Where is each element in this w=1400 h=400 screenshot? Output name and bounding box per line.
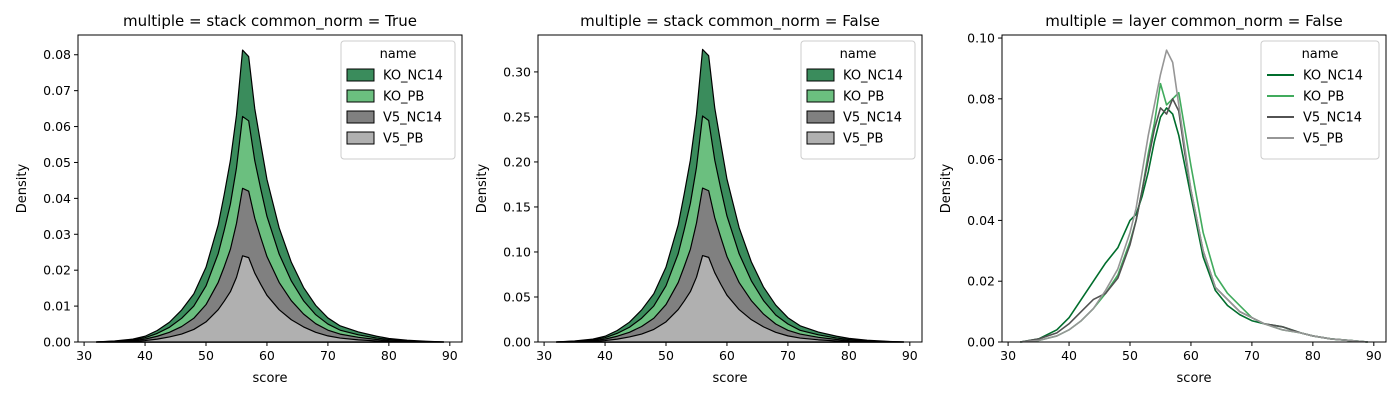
legend-swatch <box>806 68 835 82</box>
y-tick-label: 0.08 <box>967 91 995 106</box>
legend-entry: V5_PB <box>383 132 423 147</box>
x-axis-label: score <box>253 371 288 386</box>
x-tick-label: 30 <box>536 348 552 363</box>
x-tick-label: 50 <box>658 348 674 363</box>
x-tick-label: 70 <box>320 348 336 363</box>
x-tick-label: 80 <box>841 348 857 363</box>
chart-title: multiple = stack common_norm = False <box>580 12 880 31</box>
y-tick-label: 0.25 <box>503 109 531 124</box>
legend-entry: V5_NC14 <box>843 111 902 126</box>
legend-entry: V5_PB <box>1303 132 1343 147</box>
legend-swatch <box>806 89 835 103</box>
chart-title: multiple = layer common_norm = False <box>1045 12 1343 31</box>
chart-title: multiple = stack common_norm = True <box>123 12 417 31</box>
chart-panel-3: 30 40 50 60 70 80 90 0.00 0.02 0.04 0.06 0.08 0.10 mu… <box>939 12 1387 386</box>
legend-title: name <box>380 47 417 62</box>
y-tick-label: 0.00 <box>503 335 531 350</box>
legend-title: name <box>1302 47 1339 62</box>
legend-entry: V5_PB <box>843 132 883 147</box>
legend-entry: KO_PB <box>843 90 884 105</box>
x-tick-label: 90 <box>902 348 918 363</box>
line-series-v5-nc14 <box>1020 98 1368 343</box>
x-tick-label: 50 <box>198 348 214 363</box>
x-tick-label: 60 <box>719 348 735 363</box>
line-series-v5-pb <box>1020 49 1368 343</box>
x-tick-label: 60 <box>259 348 275 363</box>
area-series-ko-nc14 <box>555 48 905 343</box>
axes-frame <box>77 34 463 343</box>
x-tick-label: 40 <box>137 348 153 363</box>
area-series-v5-pb <box>555 254 905 343</box>
y-tick-label: 0.05 <box>503 289 531 304</box>
y-axis-label: Density <box>939 163 954 213</box>
legend-entry: KO_NC14 <box>383 69 443 84</box>
legend: name KO_NC14 KO_PB V5_NC14 V5_PB <box>800 40 916 160</box>
y-tick-label: 0.04 <box>967 213 995 228</box>
legend-title: name <box>840 47 877 62</box>
x-tick-label: 30 <box>76 348 92 363</box>
chart-panel-1: 30 40 50 60 70 80 90 0.00 0.01 0.02 0.03 0.04 0.05 0.… <box>15 12 463 386</box>
legend-swatch <box>346 89 375 103</box>
legend: name KO_NC14 KO_PB V5_NC14 V5_PB <box>1260 40 1380 160</box>
y-tick-label: 0.02 <box>967 274 995 289</box>
y-tick-label: 0.20 <box>503 154 531 169</box>
x-tick-label: 60 <box>1183 348 1199 363</box>
y-tick-label: 0.15 <box>503 199 531 214</box>
legend-entry: KO_PB <box>1303 90 1344 105</box>
y-tick-label: 0.08 <box>43 47 71 62</box>
area-series-v5-nc14 <box>95 187 445 343</box>
chart-panel-2: 30 40 50 60 70 80 90 0.00 0.05 0.10 0.15 0.20 0.25 0.… <box>475 12 923 386</box>
x-tick-label: 70 <box>1244 348 1260 363</box>
y-tick-label: 0.03 <box>43 227 71 242</box>
area-series-v5-nc14 <box>555 187 905 343</box>
x-tick-label: 50 <box>1122 348 1138 363</box>
y-axis-label: Density <box>15 163 30 213</box>
legend-entry: KO_PB <box>383 90 424 105</box>
x-tick-label: 70 <box>780 348 796 363</box>
y-tick-label: 0.10 <box>503 244 531 259</box>
y-tick-label: 0.07 <box>43 83 71 98</box>
x-tick-label: 80 <box>1305 348 1321 363</box>
x-tick-label: 40 <box>597 348 613 363</box>
y-axis-label: Density <box>475 163 490 213</box>
legend-entry: KO_NC14 <box>843 69 903 84</box>
y-tick-label: 0.06 <box>967 152 995 167</box>
y-tick-label: 0.00 <box>43 335 71 350</box>
y-tick-label: 0.10 <box>967 31 995 46</box>
legend-entry: V5_NC14 <box>1303 111 1362 126</box>
area-series-ko-nc14 <box>95 49 445 343</box>
x-tick-label: 80 <box>381 348 397 363</box>
y-tick-label: 0.02 <box>43 263 71 278</box>
axes-frame <box>537 34 923 343</box>
y-tick-label: 0.05 <box>43 155 71 170</box>
x-axis-label: score <box>713 371 748 386</box>
x-tick-label: 90 <box>442 348 458 363</box>
x-tick-label: 40 <box>1061 348 1077 363</box>
area-series-v5-pb <box>95 255 445 343</box>
legend-box <box>1260 40 1380 160</box>
legend-entry: KO_NC14 <box>1303 69 1363 84</box>
x-axis-label: score <box>1177 371 1212 386</box>
legend-swatch <box>346 68 375 82</box>
y-tick-label: 0.30 <box>503 64 531 79</box>
y-tick-label: 0.06 <box>43 119 71 134</box>
y-tick-label: 0.01 <box>43 299 71 314</box>
axes-frame <box>1001 34 1387 343</box>
y-tick-label: 0.04 <box>43 191 71 206</box>
legend-swatch <box>346 131 375 145</box>
x-tick-label: 30 <box>1000 348 1016 363</box>
legend-swatch <box>806 110 835 124</box>
legend-entry: V5_NC14 <box>383 111 442 126</box>
legend: name KO_NC14 KO_PB V5_NC14 V5_PB <box>340 40 456 160</box>
area-series-ko-pb <box>95 115 445 343</box>
x-tick-label: 90 <box>1366 348 1382 363</box>
area-series-ko-pb <box>555 115 905 343</box>
legend-swatch <box>806 131 835 145</box>
y-tick-label: 0.00 <box>967 335 995 350</box>
legend-swatch <box>346 110 375 124</box>
